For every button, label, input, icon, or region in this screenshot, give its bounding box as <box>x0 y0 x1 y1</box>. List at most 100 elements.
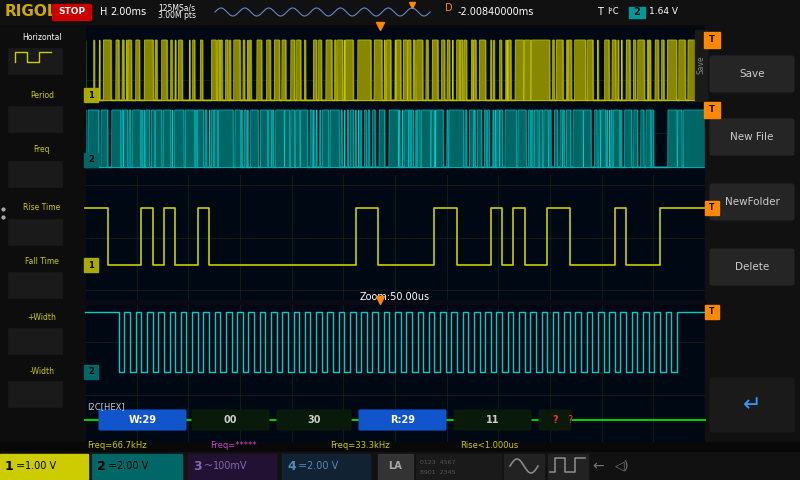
Text: W:29: W:29 <box>129 415 157 425</box>
Text: T: T <box>597 7 603 17</box>
Text: 00: 00 <box>224 415 238 425</box>
Text: NewFolder: NewFolder <box>725 197 779 207</box>
Text: 2.00ms: 2.00ms <box>110 7 146 17</box>
Text: I2C[HEX]: I2C[HEX] <box>87 403 125 411</box>
Bar <box>8 161 62 187</box>
Text: 2: 2 <box>88 368 94 376</box>
Text: D: D <box>445 3 453 13</box>
FancyBboxPatch shape <box>539 410 571 430</box>
Text: =: = <box>16 461 26 471</box>
Text: +Width: +Width <box>27 313 57 323</box>
Bar <box>8 272 62 298</box>
FancyBboxPatch shape <box>710 184 794 220</box>
Bar <box>85 300 705 304</box>
Text: R:29: R:29 <box>390 415 415 425</box>
FancyBboxPatch shape <box>192 410 269 430</box>
FancyBboxPatch shape <box>53 4 91 21</box>
Text: Rise Time: Rise Time <box>23 204 61 213</box>
FancyBboxPatch shape <box>710 249 794 285</box>
Bar <box>85 28 705 447</box>
Text: ◁): ◁) <box>615 459 630 472</box>
Bar <box>8 106 62 132</box>
Bar <box>8 48 62 74</box>
Text: 1: 1 <box>88 91 94 99</box>
Text: 3: 3 <box>193 459 202 472</box>
Bar <box>705 201 719 215</box>
Text: Horizontal: Horizontal <box>22 33 62 41</box>
Text: -Width: -Width <box>30 368 54 376</box>
FancyBboxPatch shape <box>710 119 794 155</box>
Text: 125MSa/s: 125MSa/s <box>158 3 195 12</box>
Text: Freq=*****: Freq=***** <box>210 442 257 451</box>
Text: 2: 2 <box>88 156 94 165</box>
Text: Zoom:50.00us: Zoom:50.00us <box>360 292 430 302</box>
Text: H: H <box>100 7 107 17</box>
Bar <box>8 381 62 407</box>
Text: Fall Time: Fall Time <box>25 257 59 266</box>
Text: 11: 11 <box>486 415 499 425</box>
Bar <box>84 153 98 167</box>
Bar <box>84 258 98 272</box>
Text: 100mV: 100mV <box>213 461 247 471</box>
FancyBboxPatch shape <box>99 410 186 430</box>
Text: =: = <box>298 461 307 471</box>
Bar <box>0 442 800 452</box>
FancyBboxPatch shape <box>359 410 446 430</box>
Bar <box>704 32 720 48</box>
Text: 1.00 V: 1.00 V <box>25 461 56 471</box>
Text: T: T <box>709 36 715 45</box>
Bar <box>704 102 720 118</box>
Text: ?: ? <box>567 415 573 425</box>
Text: New File: New File <box>730 132 774 142</box>
FancyBboxPatch shape <box>710 56 794 92</box>
Text: Save: Save <box>697 56 706 74</box>
Text: Freq=66.7kHz: Freq=66.7kHz <box>87 442 146 451</box>
Text: T: T <box>710 204 714 213</box>
Text: 1: 1 <box>5 459 14 472</box>
Bar <box>705 305 719 319</box>
FancyBboxPatch shape <box>277 410 351 430</box>
Text: 4: 4 <box>287 459 296 472</box>
Text: Rise<1.000us: Rise<1.000us <box>460 442 518 451</box>
Text: 3.00M pts: 3.00M pts <box>158 12 196 21</box>
Text: 8901  2345: 8901 2345 <box>420 469 455 475</box>
Text: -2.00840000ms: -2.00840000ms <box>458 7 534 17</box>
Bar <box>84 88 98 102</box>
Text: LA: LA <box>388 461 402 471</box>
Text: Delete: Delete <box>735 262 769 272</box>
Bar <box>695 30 707 100</box>
Bar <box>416 454 501 479</box>
Bar <box>92 454 182 479</box>
Bar <box>84 365 98 379</box>
Text: 1.64 V: 1.64 V <box>649 8 678 16</box>
Bar <box>8 219 62 245</box>
Bar <box>548 454 588 479</box>
Text: ↵: ↵ <box>742 395 762 415</box>
Bar <box>0 0 800 24</box>
Text: RIGOL: RIGOL <box>5 4 58 20</box>
Bar <box>705 24 800 452</box>
Text: ?: ? <box>552 415 558 425</box>
Text: ←: ← <box>592 459 604 473</box>
FancyBboxPatch shape <box>454 410 531 430</box>
Bar <box>0 452 800 480</box>
FancyBboxPatch shape <box>710 378 794 432</box>
Text: Period: Period <box>30 91 54 99</box>
Bar <box>0 24 85 452</box>
Text: 2: 2 <box>634 7 640 17</box>
Text: Freq: Freq <box>34 145 50 155</box>
Bar <box>378 454 413 479</box>
Text: 0123  4567: 0123 4567 <box>420 460 455 466</box>
Text: 2.00 V: 2.00 V <box>117 461 148 471</box>
Text: T: T <box>710 308 714 316</box>
Bar <box>0 454 88 479</box>
Text: STOP: STOP <box>58 8 86 16</box>
Bar <box>629 7 645 18</box>
Text: I²C: I²C <box>607 8 618 16</box>
Text: 1: 1 <box>88 261 94 269</box>
Text: T: T <box>709 106 715 115</box>
Text: 30: 30 <box>307 415 321 425</box>
Text: ~: ~ <box>204 461 214 471</box>
Text: 2.00 V: 2.00 V <box>307 461 338 471</box>
Bar <box>188 454 276 479</box>
